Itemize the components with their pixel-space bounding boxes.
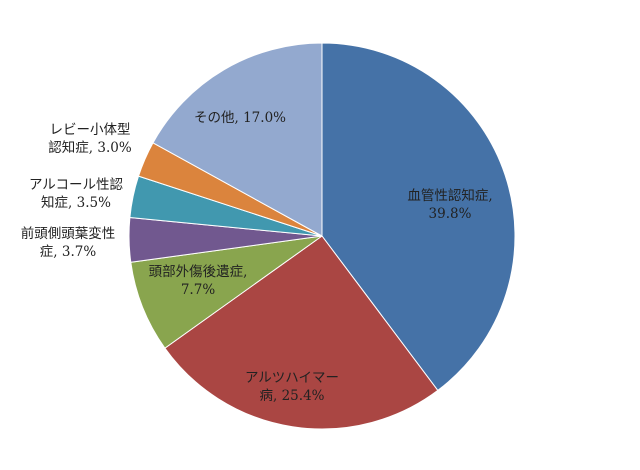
pie-slice-0	[321, 42, 516, 392]
slice-label-line: 39.8%	[429, 206, 472, 222]
slice-label-line: アルコール性認	[29, 177, 124, 193]
slice-label-line: アルツハイマー	[245, 370, 339, 386]
slice-label-line: 頭部外傷後遺症,	[149, 264, 248, 280]
slice-label-line: その他, 17.0%	[194, 110, 286, 126]
slice-data-label-0: 血管性認知症, 39.8%	[407, 187, 492, 222]
slice-label-line: 前頭側頭葉変性	[21, 225, 116, 242]
slice-label-line: 知症, 3.5%	[41, 194, 111, 211]
slice-data-label-2: 頭部外傷後遺症, 7.7%	[149, 264, 248, 298]
slice-data-label-4: アルコール性認知症, 3.5%	[29, 177, 124, 211]
slice-data-label-5: レビー小体型認知症, 3.0%	[48, 122, 132, 156]
slice-label-line: レビー小体型	[50, 122, 131, 138]
slice-label-line: 認知症, 3.0%	[48, 139, 132, 156]
pie-slice-2	[130, 235, 323, 349]
slice-label-line: 7.7%	[181, 282, 215, 298]
slice-label-line: 病, 25.4%	[260, 388, 325, 404]
slice-label-line: 症, 3.7%	[40, 244, 97, 260]
slice-data-label-3: 前頭側頭葉変性症, 3.7%	[21, 225, 116, 260]
slice-data-label-1: アルツハイマー病, 25.4%	[245, 370, 339, 404]
slice-label-line: 血管性認知症,	[407, 187, 492, 204]
pie-slice-6	[152, 42, 323, 237]
slice-data-label-6: その他, 17.0%	[194, 110, 286, 126]
pie-slice-1	[164, 235, 439, 430]
